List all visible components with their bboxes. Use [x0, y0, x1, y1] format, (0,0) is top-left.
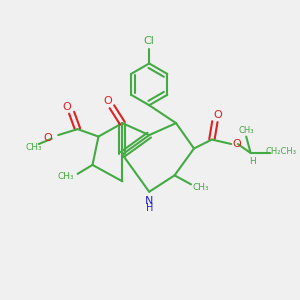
- Text: H: H: [146, 203, 153, 213]
- Text: CH₃: CH₃: [238, 125, 254, 134]
- Text: O: O: [233, 139, 242, 149]
- Text: CH₃: CH₃: [58, 172, 75, 182]
- Text: CH₂CH₃: CH₂CH₃: [266, 147, 297, 156]
- Text: CH₃: CH₃: [192, 183, 209, 192]
- Text: H: H: [249, 157, 256, 166]
- Text: CH₃: CH₃: [26, 142, 42, 152]
- Text: N: N: [145, 196, 153, 206]
- Text: O: O: [44, 133, 52, 143]
- Text: Cl: Cl: [144, 36, 154, 46]
- Text: O: O: [214, 110, 222, 120]
- Text: O: O: [103, 96, 112, 106]
- Text: O: O: [63, 102, 71, 112]
